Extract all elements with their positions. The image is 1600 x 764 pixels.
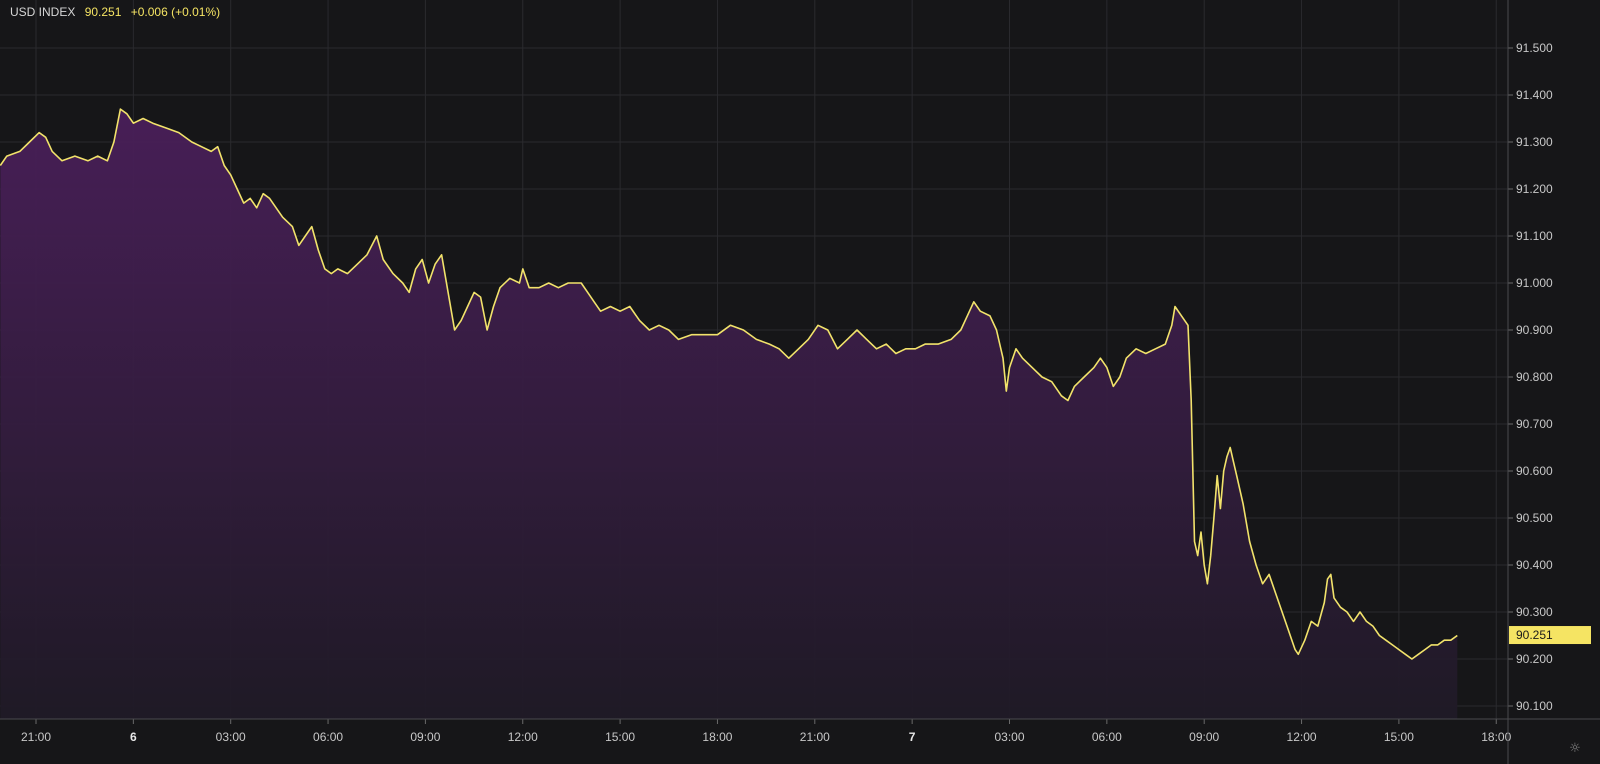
y-tick-label: 90.900 (1516, 323, 1553, 337)
y-tick-label: 90.100 (1516, 699, 1553, 713)
x-tick-label: 7 (909, 730, 916, 744)
x-tick-label: 09:00 (410, 730, 440, 744)
series-line (0, 108, 1458, 660)
x-tick-label: 6 (130, 730, 137, 744)
x-tick-label: 18:00 (702, 730, 732, 744)
y-tick-label: 91.200 (1516, 182, 1553, 196)
y-tick-label: 90.200 (1516, 652, 1553, 666)
y-tick-label: 90.500 (1516, 511, 1553, 525)
legend-change: +0.006 (+0.01%) (130, 5, 221, 19)
legend-symbol-name: USD INDEX (10, 5, 76, 19)
area-series (0, 108, 1458, 720)
y-tick-label: 90.600 (1516, 464, 1553, 478)
gear-icon[interactable]: ☼ (1569, 741, 1581, 756)
x-tick-label: 12:00 (1287, 730, 1317, 744)
last-price-tag-label: 90.251 (1516, 628, 1553, 642)
y-tick-label: 91.400 (1516, 88, 1553, 102)
x-tick-label: 15:00 (605, 730, 635, 744)
y-tick-label: 90.800 (1516, 370, 1553, 384)
y-tick-label: 91.300 (1516, 135, 1553, 149)
last-price-tag-bg (1509, 626, 1591, 645)
y-tick-label: 90.400 (1516, 558, 1553, 572)
chart-legend: USD INDEX 90.251 +0.006 (+0.01%) (10, 5, 220, 19)
x-tick-label: 12:00 (508, 730, 538, 744)
x-tick-label: 21:00 (21, 730, 51, 744)
y-tick-label: 90.700 (1516, 417, 1553, 431)
y-tick-label: 91.000 (1516, 276, 1553, 290)
x-tick-label: 21:00 (800, 730, 830, 744)
y-tick-label: 91.100 (1516, 229, 1553, 243)
legend-last-price: 90.251 (84, 5, 122, 19)
x-tick-label: 18:00 (1481, 730, 1511, 744)
x-tick-label: 15:00 (1384, 730, 1414, 744)
x-tick-label: 03:00 (216, 730, 246, 744)
y-tick-label: 90.300 (1516, 605, 1553, 619)
y-tick-label: 91.500 (1516, 41, 1553, 55)
x-tick-label: 03:00 (994, 730, 1024, 744)
x-tick-label: 06:00 (313, 730, 343, 744)
x-tick-label: 09:00 (1189, 730, 1219, 744)
last-price-tag: 90.251 (1509, 626, 1591, 645)
series-area-fill (0, 109, 1458, 720)
x-tick-label: 06:00 (1092, 730, 1122, 744)
